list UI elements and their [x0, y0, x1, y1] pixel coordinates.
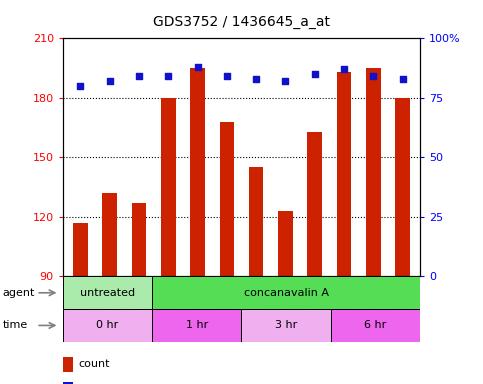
Bar — [395, 98, 410, 276]
Bar — [132, 203, 146, 276]
Text: agent: agent — [2, 288, 35, 298]
Bar — [63, 276, 152, 309]
Bar — [366, 68, 381, 276]
Point — [194, 64, 201, 70]
Point — [164, 73, 172, 79]
Bar — [331, 309, 420, 342]
Text: 0 hr: 0 hr — [96, 320, 119, 331]
Text: time: time — [2, 320, 28, 331]
Text: untreated: untreated — [80, 288, 135, 298]
Bar — [63, 382, 73, 384]
Bar — [63, 357, 73, 372]
Bar — [161, 98, 176, 276]
Point — [340, 66, 348, 73]
Text: count: count — [79, 359, 111, 369]
Text: GDS3752 / 1436645_a_at: GDS3752 / 1436645_a_at — [153, 15, 330, 29]
Point — [311, 71, 319, 77]
Bar — [249, 167, 263, 276]
Bar — [337, 72, 351, 276]
Bar — [190, 68, 205, 276]
Point — [223, 73, 231, 79]
Bar — [102, 193, 117, 276]
Bar — [307, 132, 322, 276]
Bar — [73, 223, 88, 276]
Text: 1 hr: 1 hr — [185, 320, 208, 331]
Bar — [152, 276, 420, 309]
Point — [76, 83, 84, 89]
Bar — [278, 211, 293, 276]
Point — [399, 76, 407, 82]
Point — [282, 78, 289, 84]
Text: concanavalin A: concanavalin A — [244, 288, 328, 298]
Point — [252, 76, 260, 82]
Bar — [152, 309, 242, 342]
Bar — [242, 309, 331, 342]
Point — [369, 73, 377, 79]
Point — [106, 78, 114, 84]
Bar — [63, 309, 152, 342]
Bar — [220, 122, 234, 276]
Point — [135, 73, 143, 79]
Text: 3 hr: 3 hr — [275, 320, 298, 331]
Text: 6 hr: 6 hr — [364, 320, 387, 331]
